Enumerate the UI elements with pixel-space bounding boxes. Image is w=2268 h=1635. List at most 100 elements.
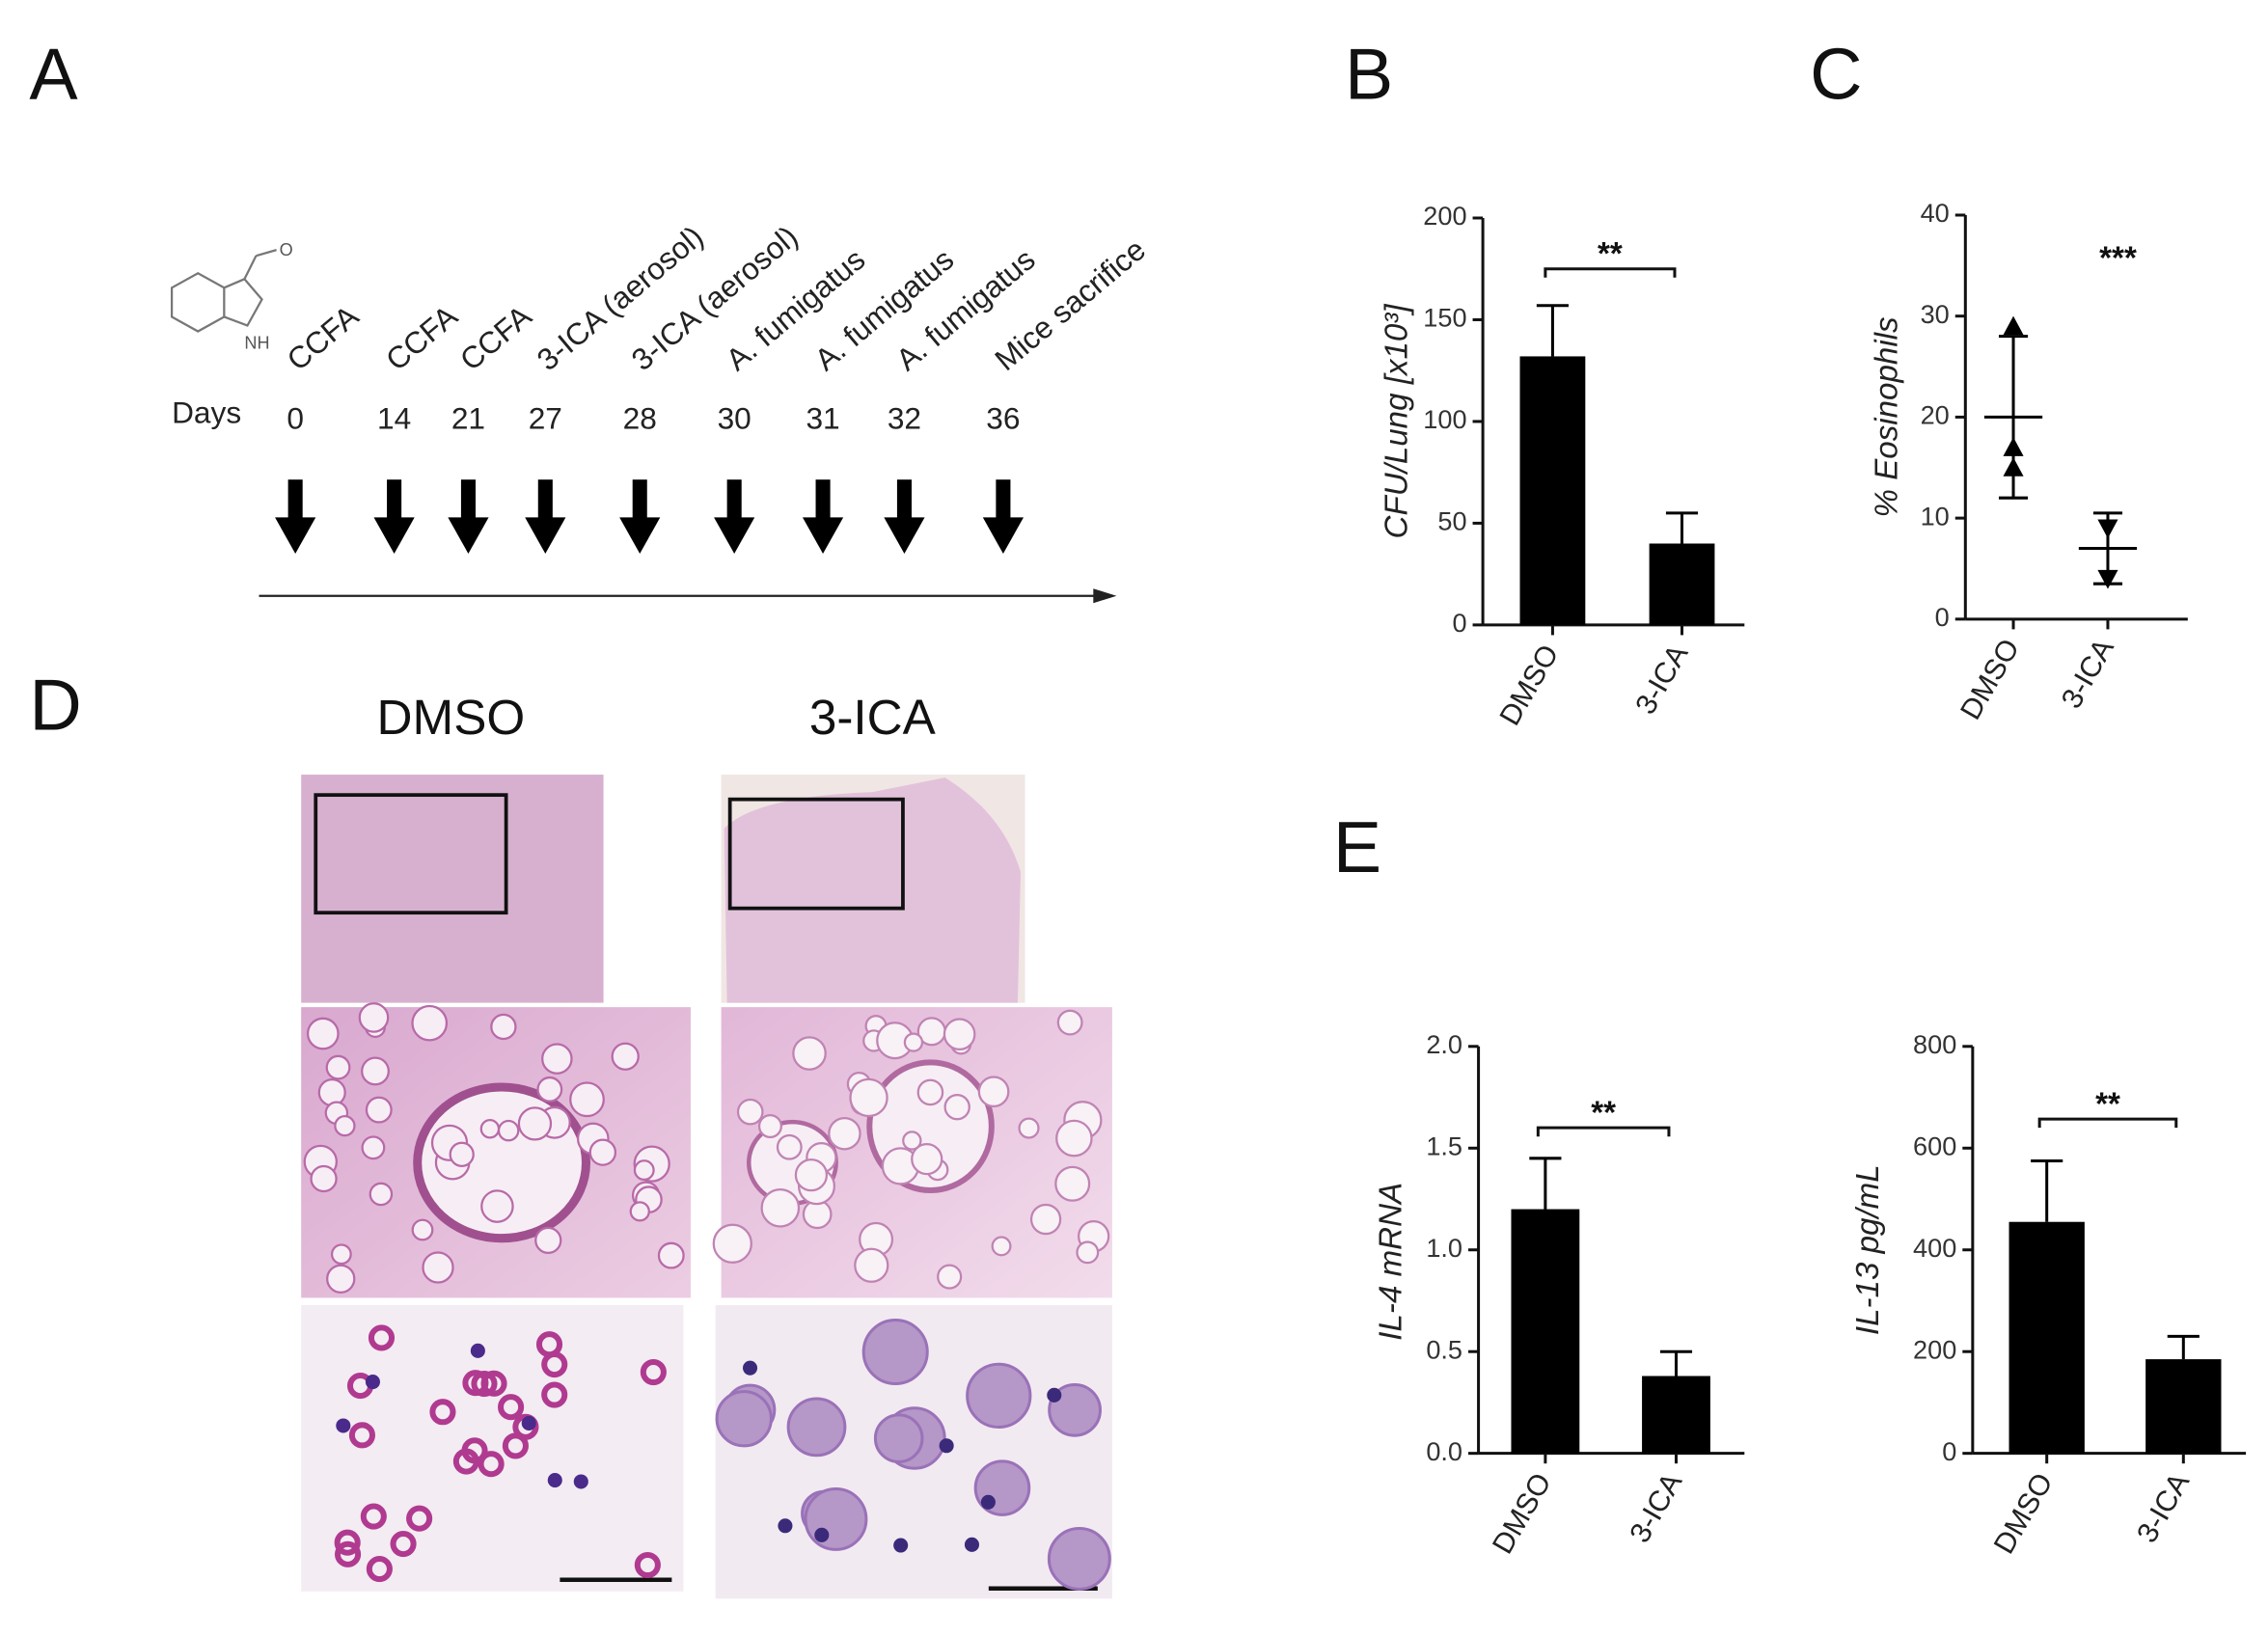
alveolus [854, 1247, 889, 1283]
arrow-shaft [632, 479, 647, 521]
cell [634, 1551, 661, 1579]
alveolus [361, 1135, 386, 1160]
y-tick-label: 800 [1913, 1029, 1956, 1059]
micrograph [301, 775, 604, 1003]
column-title: DMSO [377, 690, 526, 745]
alveolus [517, 1106, 553, 1141]
chemical-structure [170, 249, 277, 333]
arrow-head [275, 517, 316, 555]
alveolus [792, 1036, 827, 1071]
y-tick-label: 50 [1437, 506, 1466, 536]
cell [804, 1487, 868, 1551]
bar [1511, 1209, 1580, 1454]
cell [498, 1394, 525, 1421]
alveolus [479, 1119, 501, 1139]
panel-label: B [1345, 33, 1393, 114]
day-label: 36 [986, 400, 1020, 435]
cell [521, 1415, 536, 1431]
y-tick-label: 20 [1921, 400, 1950, 430]
alveolus [541, 1043, 573, 1075]
x-tick-label: 3-ICA [2131, 1467, 2197, 1548]
arrow-head [448, 517, 489, 555]
y-tick-label: 0 [1942, 1436, 1956, 1466]
micrograph [301, 1304, 684, 1592]
y-tick-label: 0 [1452, 608, 1466, 638]
bar [2145, 1359, 2222, 1454]
y-tick-label: 0.0 [1426, 1436, 1462, 1466]
cell [348, 1422, 375, 1449]
day-label: 0 [287, 400, 304, 435]
alveolus [633, 1159, 655, 1182]
cell [334, 1529, 361, 1556]
alveolus [943, 1018, 976, 1051]
pyrrole-ring [223, 277, 263, 327]
atom-label: NH [244, 334, 269, 353]
alveolus [534, 1226, 562, 1255]
tissue [724, 777, 1021, 1003]
alveolus [536, 1076, 563, 1103]
axis-arrowhead [1093, 588, 1117, 604]
day-label: 30 [718, 400, 751, 435]
x-tick-label: DMSO [1487, 1468, 1558, 1560]
significance-bracket [1544, 267, 1677, 278]
alveolus [937, 1264, 963, 1290]
alveolus [712, 1223, 752, 1264]
cell [778, 1518, 793, 1534]
alveolus [760, 1187, 801, 1228]
alveolus [794, 1158, 829, 1192]
alveolus [903, 1032, 924, 1052]
alveolus [1029, 1203, 1062, 1236]
y-axis-title: IL-4 mRNA [1374, 1183, 1409, 1341]
arrow-head [982, 517, 1024, 555]
day-label: 32 [888, 400, 921, 435]
x-tick-label: DMSO [1954, 634, 2026, 725]
alveolus [317, 1078, 346, 1107]
event-label: CCFA [379, 298, 464, 377]
alveolus [828, 1116, 861, 1151]
cell [964, 1537, 980, 1552]
alveolus [358, 1002, 390, 1033]
panel-label: E [1333, 806, 1381, 887]
day-label: 31 [806, 400, 839, 435]
data-point [2003, 315, 2024, 336]
alveolus [943, 1093, 970, 1121]
cell [715, 1390, 773, 1448]
y-tick-label: 40 [1921, 198, 1950, 228]
alveolus [361, 1056, 390, 1086]
bar [1649, 543, 1715, 625]
cell [502, 1432, 529, 1459]
column-title: 3-ICA [809, 690, 937, 745]
alveolus [1055, 1119, 1093, 1158]
alveolus [736, 1098, 764, 1126]
annotation: ** [1598, 236, 1623, 272]
alveolus [1018, 1117, 1040, 1139]
cell [893, 1538, 909, 1553]
event-label: 3-ICA (aerosol) [531, 219, 710, 377]
event-label: CCFA [281, 298, 366, 377]
cell [406, 1505, 433, 1532]
arrow-head [373, 517, 415, 555]
y-tick-label: 200 [1423, 201, 1466, 231]
y-tick-label: 2.0 [1426, 1029, 1462, 1059]
arrow-shaft [996, 479, 1011, 521]
cell [742, 1360, 758, 1376]
arrow-shaft [896, 479, 912, 521]
x-tick-label: 3-ICA [2056, 633, 2121, 714]
alveolus [657, 1241, 685, 1269]
alveolus [977, 1076, 1010, 1108]
bond [256, 249, 277, 258]
x-tick-label: DMSO [1494, 640, 1566, 731]
y-tick-label: 10 [1921, 501, 1950, 531]
cell [786, 1397, 847, 1458]
cell [335, 1540, 362, 1567]
alveolus [411, 1004, 449, 1042]
cell [429, 1399, 456, 1426]
y-tick-label: 100 [1423, 404, 1466, 434]
arrow-shaft [460, 479, 476, 521]
days-label: Days [172, 395, 241, 429]
cell [640, 1358, 667, 1386]
significance-bracket [1536, 1126, 1671, 1137]
alveolus [497, 1119, 520, 1142]
